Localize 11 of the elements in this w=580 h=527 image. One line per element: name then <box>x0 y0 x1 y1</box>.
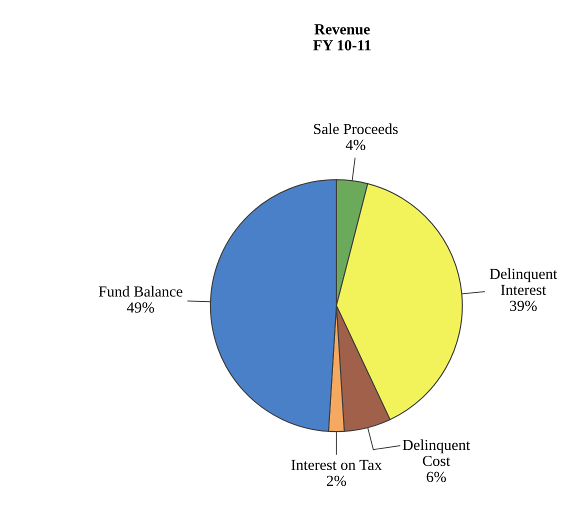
legend-label: Delinquent Cost <box>402 439 470 466</box>
slice-label: Interest on Tax <box>291 460 382 470</box>
slice-label: Sale Proceeds <box>314 123 398 134</box>
data-label: 2% <box>326 476 346 486</box>
slice-label: Fund Balance <box>98 286 182 297</box>
chart-title: Revenue FY 10-11 <box>313 24 371 50</box>
data-label: 39% <box>510 300 537 312</box>
data-label: 49% <box>126 302 154 313</box>
data-label: 6% <box>426 472 446 482</box>
slice-label: Delinquent Interest <box>490 268 558 296</box>
data-label: 4% <box>346 140 366 150</box>
